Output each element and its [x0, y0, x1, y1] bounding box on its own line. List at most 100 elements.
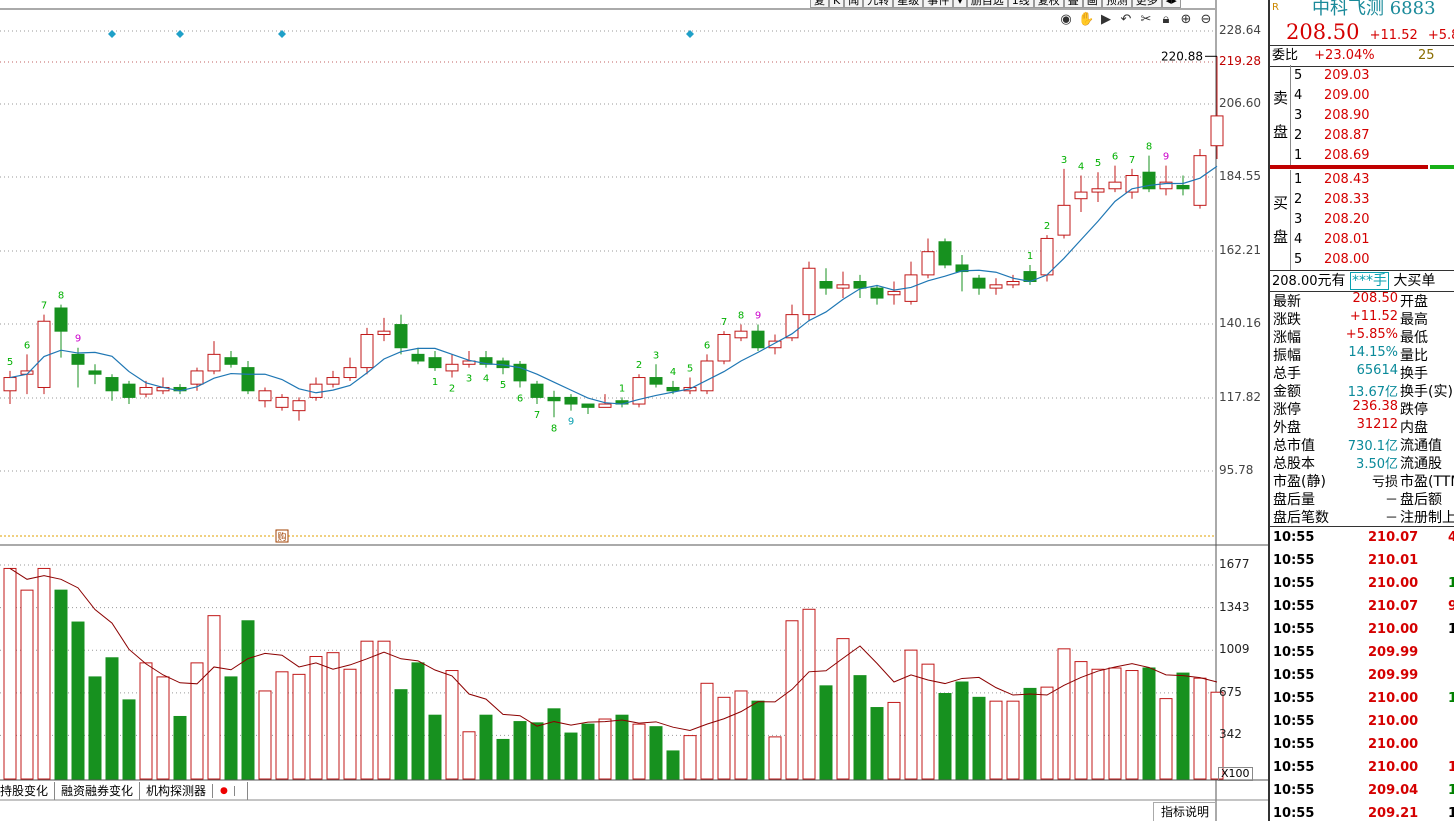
- eye-icon[interactable]: ◉: [1060, 12, 1072, 27]
- tab-holding-change[interactable]: 持股变化: [0, 782, 56, 800]
- price-tick-label: 184.55: [1219, 169, 1261, 183]
- top-menu-item[interactable]: 复权: [1033, 0, 1064, 8]
- top-menu-item[interactable]: 事件: [923, 0, 954, 8]
- scissors-icon[interactable]: ✂: [1140, 12, 1152, 27]
- price-tick-label: 219.28: [1219, 53, 1261, 68]
- top-menu-item[interactable]: K: [829, 0, 845, 8]
- candle-body: [819, 281, 833, 289]
- top-menu-item[interactable]: 1线: [1007, 0, 1034, 8]
- td-count-label: 9: [755, 311, 761, 322]
- price-tick-label: 117.82: [1219, 390, 1261, 404]
- top-menu-item[interactable]: 预测: [1101, 0, 1132, 8]
- volume-bar: [275, 671, 289, 780]
- volume-bar: [887, 701, 901, 780]
- volume-bar: [1023, 687, 1037, 780]
- volume-bar: [360, 640, 374, 780]
- td-count-label: 2: [449, 384, 455, 395]
- volume-bar: [122, 699, 136, 780]
- candle-body: [598, 403, 612, 408]
- top-menu-item[interactable]: 九转: [863, 0, 894, 8]
- td-count-label: 3: [653, 350, 659, 361]
- td-count-label: 4: [670, 367, 676, 378]
- td-count-label: 9: [568, 417, 574, 428]
- volume-bar: [632, 723, 646, 780]
- top-menu-item[interactable]: 星级: [893, 0, 924, 8]
- candle-body: [955, 264, 969, 273]
- volume-bar: [309, 655, 323, 780]
- weibi-row: 委比 +23.04% 25: [1270, 45, 1454, 67]
- volume-bar: [190, 662, 204, 780]
- buy-side-label: 买 盘: [1270, 170, 1291, 270]
- tab-margin-change[interactable]: 融资融券变化: [61, 782, 141, 800]
- indicator-tabs: 持股变化 融资融券变化 机构探测器 ●: [0, 782, 254, 800]
- lock-icon[interactable]: 🔒︎: [1162, 12, 1170, 27]
- volume-bar: [1040, 686, 1054, 780]
- candle-body: [411, 353, 425, 362]
- volume-bar: [54, 589, 68, 780]
- hand-icon[interactable]: ✋: [1078, 12, 1095, 27]
- volume-bar: [241, 620, 255, 780]
- new-dot-icon: ●: [220, 786, 235, 796]
- big-buy-button[interactable]: 大买单: [1393, 273, 1436, 289]
- top-menu-item[interactable]: 画: [1082, 0, 1102, 8]
- volume-bar: [700, 682, 714, 780]
- buy-marker-icon: [275, 529, 289, 543]
- indicator-help-button[interactable]: 指标说明: [1153, 802, 1216, 821]
- top-menu-item[interactable]: 闻: [844, 0, 864, 8]
- play-icon[interactable]: ▶: [1101, 12, 1111, 27]
- event-marker-icon: [686, 30, 694, 38]
- zoom-out-icon[interactable]: ⊖: [1200, 12, 1212, 27]
- tab-institution-detector[interactable]: 机构探测器 ●: [146, 782, 248, 800]
- top-menu-item[interactable]: 复: [810, 0, 829, 8]
- td-count-label: 1: [619, 383, 625, 394]
- candle-body: [1006, 281, 1020, 286]
- spread-bar-green: [1430, 165, 1454, 169]
- volume-bar: [207, 615, 221, 780]
- volume-bar: [428, 714, 442, 780]
- candle-body: [343, 367, 357, 379]
- volume-bar: [1210, 691, 1224, 780]
- qty-field[interactable]: ***手: [1349, 272, 1389, 290]
- last-price: 208.50: [1286, 20, 1360, 44]
- candle-body: [292, 400, 306, 412]
- undo-icon[interactable]: ↶: [1120, 12, 1132, 27]
- td-count-label: 7: [1129, 155, 1135, 166]
- td-count-label: 1: [432, 377, 438, 388]
- volume-bar: [258, 690, 272, 780]
- price-tick-label: 140.16: [1219, 316, 1261, 331]
- candle-body: [717, 333, 731, 362]
- volume-bar: [751, 700, 765, 780]
- candle-body: [71, 353, 85, 365]
- top-menu-item[interactable]: ▾: [953, 0, 967, 8]
- volume-bar: [955, 681, 969, 780]
- candle-body: [734, 330, 748, 339]
- volume-bar: [836, 638, 850, 780]
- candle-body: [139, 386, 153, 395]
- volume-bar: [37, 567, 51, 780]
- quote-bar: 208.00元有 ***手 大买单: [1270, 270, 1454, 292]
- top-menu-item[interactable]: ◂▸: [1161, 0, 1181, 8]
- volume-bar: [105, 657, 119, 780]
- td-count-label: 7: [534, 410, 540, 421]
- volume-bar: [785, 620, 799, 780]
- top-menu-item[interactable]: 删自选: [966, 0, 1008, 8]
- zoom-in-icon[interactable]: ⊕: [1180, 12, 1192, 27]
- candle-body: [972, 277, 986, 289]
- volume-bar: [326, 652, 340, 780]
- candle-body: [258, 390, 272, 402]
- candle-body: [564, 396, 578, 405]
- candle-body: [1074, 191, 1088, 200]
- volume-bar: [1125, 670, 1139, 780]
- volume-bar: [564, 732, 578, 780]
- spread-bar-red: [1270, 165, 1428, 169]
- top-menu-item[interactable]: 更多: [1131, 0, 1162, 8]
- td-count-label: 2: [1044, 221, 1050, 232]
- top-menu-item[interactable]: 叠: [1063, 0, 1083, 8]
- candle-body: [88, 370, 102, 375]
- price-tick-label: 95.78: [1219, 463, 1254, 477]
- chart-toolbar: ◉ ✋ ▶ ↶ ✂ 🔒︎ ⊕ ⊖: [1058, 12, 1214, 28]
- volume-bar: [156, 676, 170, 780]
- candle-body: [870, 287, 884, 299]
- volume-bar: [649, 726, 663, 780]
